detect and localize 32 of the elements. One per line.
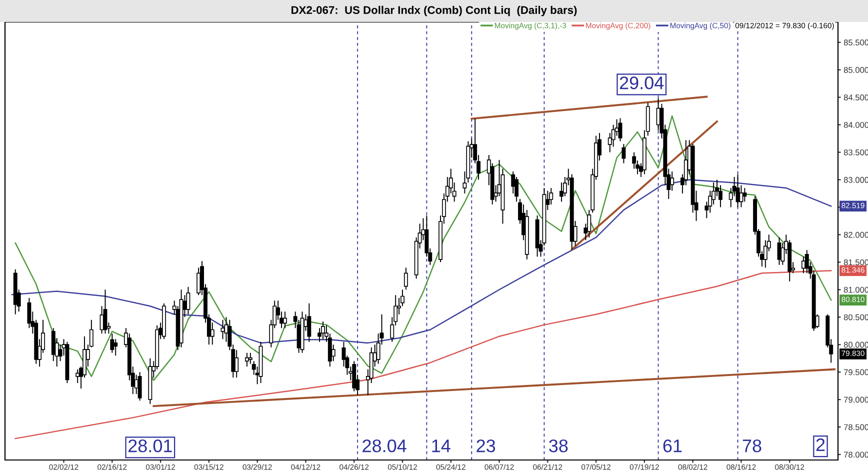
candlestick <box>321 321 325 340</box>
candlestick <box>670 170 674 192</box>
candlestick <box>404 267 408 290</box>
candlestick <box>234 350 239 378</box>
chart-title: DX2-067: US Dollar Indx (Comb) Cont Liq (Daily bars) <box>292 6 577 16</box>
ref-line-label: 38 <box>549 439 568 452</box>
candlestick <box>307 302 312 342</box>
line-series <box>14 270 832 440</box>
candlestick <box>618 118 622 142</box>
candlestick <box>352 360 356 392</box>
annotation: 28.01 <box>128 439 172 452</box>
annotation: 2 <box>816 438 825 451</box>
candlestick <box>282 311 287 329</box>
candlestick <box>76 368 80 384</box>
candlestick <box>138 372 142 402</box>
candlestick <box>110 333 114 354</box>
candlestick <box>739 184 744 208</box>
ref-line-label: 14 <box>432 440 450 452</box>
candlestick <box>742 187 747 202</box>
ref-line-label: 61 <box>663 439 682 452</box>
ref-line-label: 78 <box>742 439 762 452</box>
line-series <box>14 115 832 381</box>
ref-line-label: 28.04 <box>362 439 406 452</box>
candlestick <box>114 338 118 356</box>
candlestick <box>210 322 214 346</box>
candlestick <box>186 286 190 315</box>
ref-line-label: 23 <box>476 439 496 452</box>
candlestick <box>244 352 249 368</box>
candlestick <box>622 144 626 164</box>
annotation: 29.04 <box>620 76 664 90</box>
candlestick <box>248 352 252 364</box>
candlestick <box>801 256 806 274</box>
